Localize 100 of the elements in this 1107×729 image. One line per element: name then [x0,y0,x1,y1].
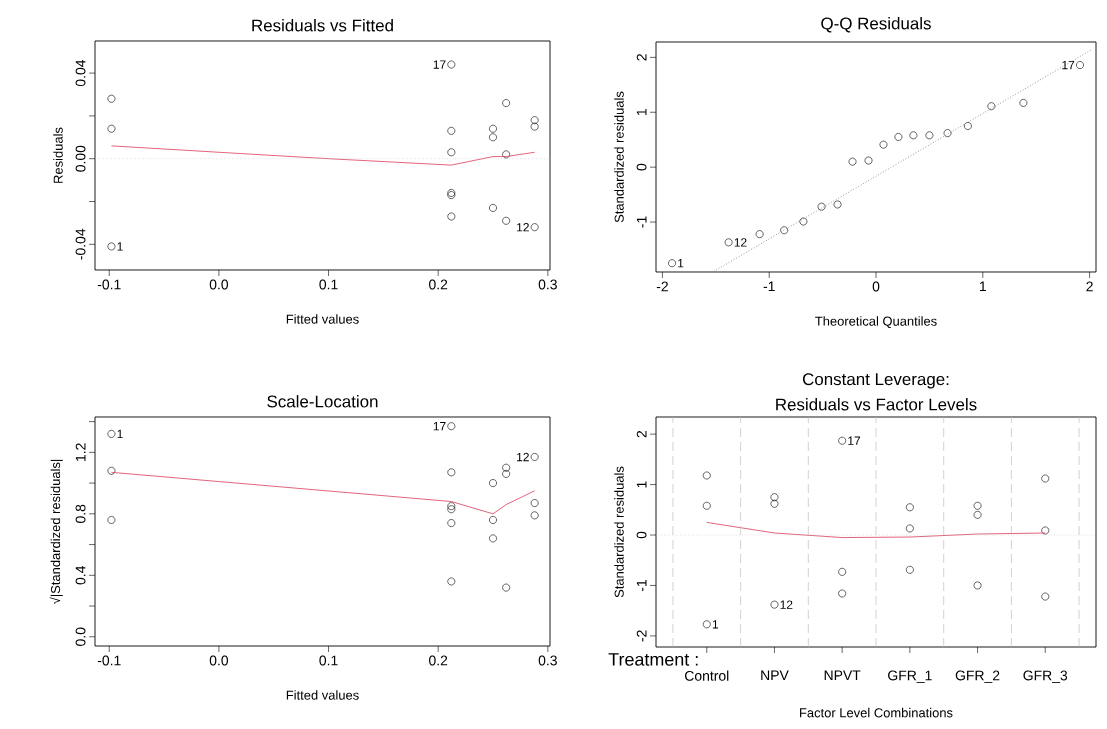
point [489,133,497,142]
point [530,511,539,520]
annotation: 1 [678,259,684,268]
point [987,102,996,111]
annotation: 1 [117,429,123,439]
x-tick-label: 0.0 [209,279,229,290]
point [530,223,539,232]
point [107,242,116,251]
point [1019,99,1028,107]
point [489,204,497,212]
x-tick-label: 2 [1086,281,1093,292]
x-tick-label: 0.3 [538,279,557,290]
x-tick-label: 0.2 [429,279,448,290]
text: Treatment : [608,653,698,666]
point [107,516,116,524]
line-series [111,471,536,515]
point [530,453,539,461]
annotation: 1 [712,620,719,629]
point [925,131,934,140]
y-tick-label: -1 [636,579,647,592]
y-tick-label: 0.4 [75,566,86,585]
y-tick-label: -0.04 [75,228,86,260]
point [502,99,511,107]
point [489,124,497,133]
x-tick-label: -0.1 [97,279,121,290]
point [447,468,456,477]
point [489,516,497,524]
y-tick-label: 1 [636,481,647,488]
x-tick-label: 1 [979,281,987,292]
point [447,502,456,511]
point [447,422,456,431]
y-tick-label: 0.04 [75,59,86,87]
point [817,202,826,211]
point [909,131,918,140]
point [864,156,873,165]
point [107,124,116,133]
x-axis-title: Theoretical Quantiles [815,316,937,329]
annotation: 17 [433,60,446,69]
y-axis-title: Standardized residuals [614,466,624,598]
x-tick-label: NPVT [824,670,861,681]
y-tick-label: 2 [636,54,647,61]
point [447,505,456,514]
point [447,126,456,135]
annotation: 12 [780,600,793,609]
point [530,116,539,125]
y-tick-label: 1 [636,109,647,116]
point [530,499,539,507]
point [780,226,789,235]
point [502,583,511,592]
annotation: 17 [433,422,446,431]
y-tick-label: -1 [636,216,647,228]
x-tick-label: 0 [872,281,880,292]
point [107,430,116,438]
point [668,259,676,268]
point [799,217,808,226]
annotation: 12 [517,223,529,232]
point [502,469,511,478]
annotation: 12 [734,238,747,247]
chart-title: Residuals vs Fitted [252,19,393,32]
y-tick-label: 0.8 [75,504,86,523]
point [943,129,952,138]
x-tick-label: GFR_3 [1023,670,1068,684]
point [447,577,456,586]
chart-subtitle: Residuals vs Factor Levels [776,398,977,411]
chart-title: Scale-Location [267,395,378,408]
point [963,122,972,130]
y-tick-label: 0 [636,531,647,539]
y-tick-label: 2 [636,430,647,438]
x-axis-title: Fitted values [286,314,359,324]
x-tick-label: -2 [656,281,668,292]
x-tick-label: -0.1 [97,655,121,666]
x-axis-title: Factor Level Combinations [800,707,953,718]
annotation: 17 [1062,60,1075,70]
chart-title: Constant Leverage: [802,373,949,389]
point [530,122,539,131]
point [1076,61,1084,69]
x-axis-title: Fitted values [286,690,359,700]
x-tick-label: NPV [761,670,789,681]
y-tick-label: 1.2 [75,443,86,461]
x-tick-label: GFR_2 [955,670,1000,684]
point [447,60,456,69]
chart-title: Q-Q Residuals [821,17,931,33]
x-tick-label: 0.2 [429,655,448,666]
point [502,463,511,472]
line-series [111,145,536,166]
point [489,534,497,543]
point [107,466,116,475]
point [848,157,857,166]
x-tick-label: 0.1 [319,655,338,666]
point [447,212,456,221]
y-tick-label: -2 [636,630,647,642]
x-tick-label: -1 [763,281,775,292]
x-tick-label: Control [685,670,729,681]
point [107,94,116,103]
point [447,519,456,527]
point [447,148,456,157]
y-tick-label: 0.00 [75,145,86,172]
annotation: 1 [117,242,123,251]
point [833,200,842,209]
point [502,216,511,225]
